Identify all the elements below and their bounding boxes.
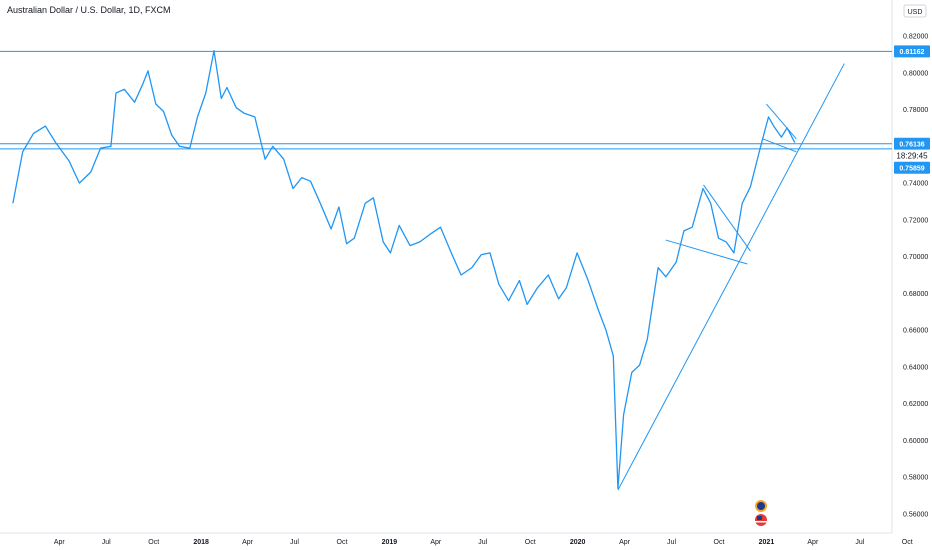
trendline <box>762 138 797 153</box>
x-tick-label: Apr <box>54 539 66 546</box>
x-tick-label: Oct <box>148 539 159 546</box>
y-tick-label: 0.58000 <box>903 475 928 482</box>
x-tick-label: Apr <box>430 539 442 546</box>
y-tick-label: 0.82000 <box>903 34 928 41</box>
x-tick-label: 2020 <box>570 539 586 546</box>
chart-title: Australian Dollar / U.S. Dollar, 1D, FXC… <box>7 5 171 15</box>
horizontal-levels <box>0 50 892 150</box>
trendlines <box>617 63 845 491</box>
trendline <box>617 63 845 491</box>
x-tick-label: Jul <box>478 539 487 546</box>
x-tick-label: 2018 <box>193 539 209 546</box>
y-tick-label: 0.62000 <box>903 401 928 408</box>
x-tick-label: Jul <box>667 539 676 546</box>
currency-label: USD <box>908 9 923 16</box>
countdown-label: 18:29:45 <box>896 151 928 160</box>
x-tick-label: Oct <box>714 539 725 546</box>
y-tick-label: 0.64000 <box>903 364 928 371</box>
trendline <box>665 239 748 265</box>
price-line <box>12 50 796 489</box>
x-tick-label: Oct <box>902 539 913 546</box>
x-tick-label: 2021 <box>759 539 775 546</box>
currency-button[interactable]: USD <box>903 4 927 18</box>
y-tick-label: 0.56000 <box>903 512 928 519</box>
y-tick-label: 0.74000 <box>903 181 928 188</box>
trendline <box>703 184 751 252</box>
x-tick-label: Apr <box>242 539 254 546</box>
us-flag-icon[interactable] <box>755 514 767 526</box>
y-tick-label: 0.70000 <box>903 254 928 261</box>
y-tick-label: 0.66000 <box>903 328 928 335</box>
y-tick-label: 0.60000 <box>903 438 928 445</box>
price-badge-last: 0.75859 <box>899 165 924 172</box>
time-axis[interactable]: Apr Jul Oct 2018 Apr Jul Oct 2019 Apr Jul Oct 2020 A… <box>54 539 913 546</box>
price-badge-last-bg <box>894 161 930 174</box>
price-badge-level-bg <box>894 137 930 150</box>
x-tick-label: Apr <box>807 539 819 546</box>
y-tick-label: 0.80000 <box>903 70 928 77</box>
price-series <box>12 50 796 489</box>
x-tick-label: Apr <box>619 539 631 546</box>
event-icons[interactable] <box>755 500 767 526</box>
y-tick-label: 0.78000 <box>903 107 928 114</box>
x-tick-label: Oct <box>337 539 348 546</box>
x-tick-label: Oct <box>525 539 536 546</box>
price-badge-resistance: 0.81162 <box>900 49 925 56</box>
x-tick-label: Jul <box>290 539 299 546</box>
y-tick-label: 0.68000 <box>903 291 928 298</box>
x-tick-label: 2019 <box>382 539 398 546</box>
price-badge-level: 0.76136 <box>899 141 924 148</box>
x-tick-label: Jul <box>855 539 864 546</box>
x-tick-label: Jul <box>102 539 111 546</box>
australia-flag-icon[interactable] <box>755 500 767 512</box>
price-badges: 0.81162 0.76136 18:29:45 0.75859 <box>894 45 930 174</box>
price-badge-resistance-bg <box>894 45 930 58</box>
y-tick-label: 0.72000 <box>903 217 928 224</box>
trendline <box>766 103 797 140</box>
countdown-label-bg <box>894 149 930 162</box>
